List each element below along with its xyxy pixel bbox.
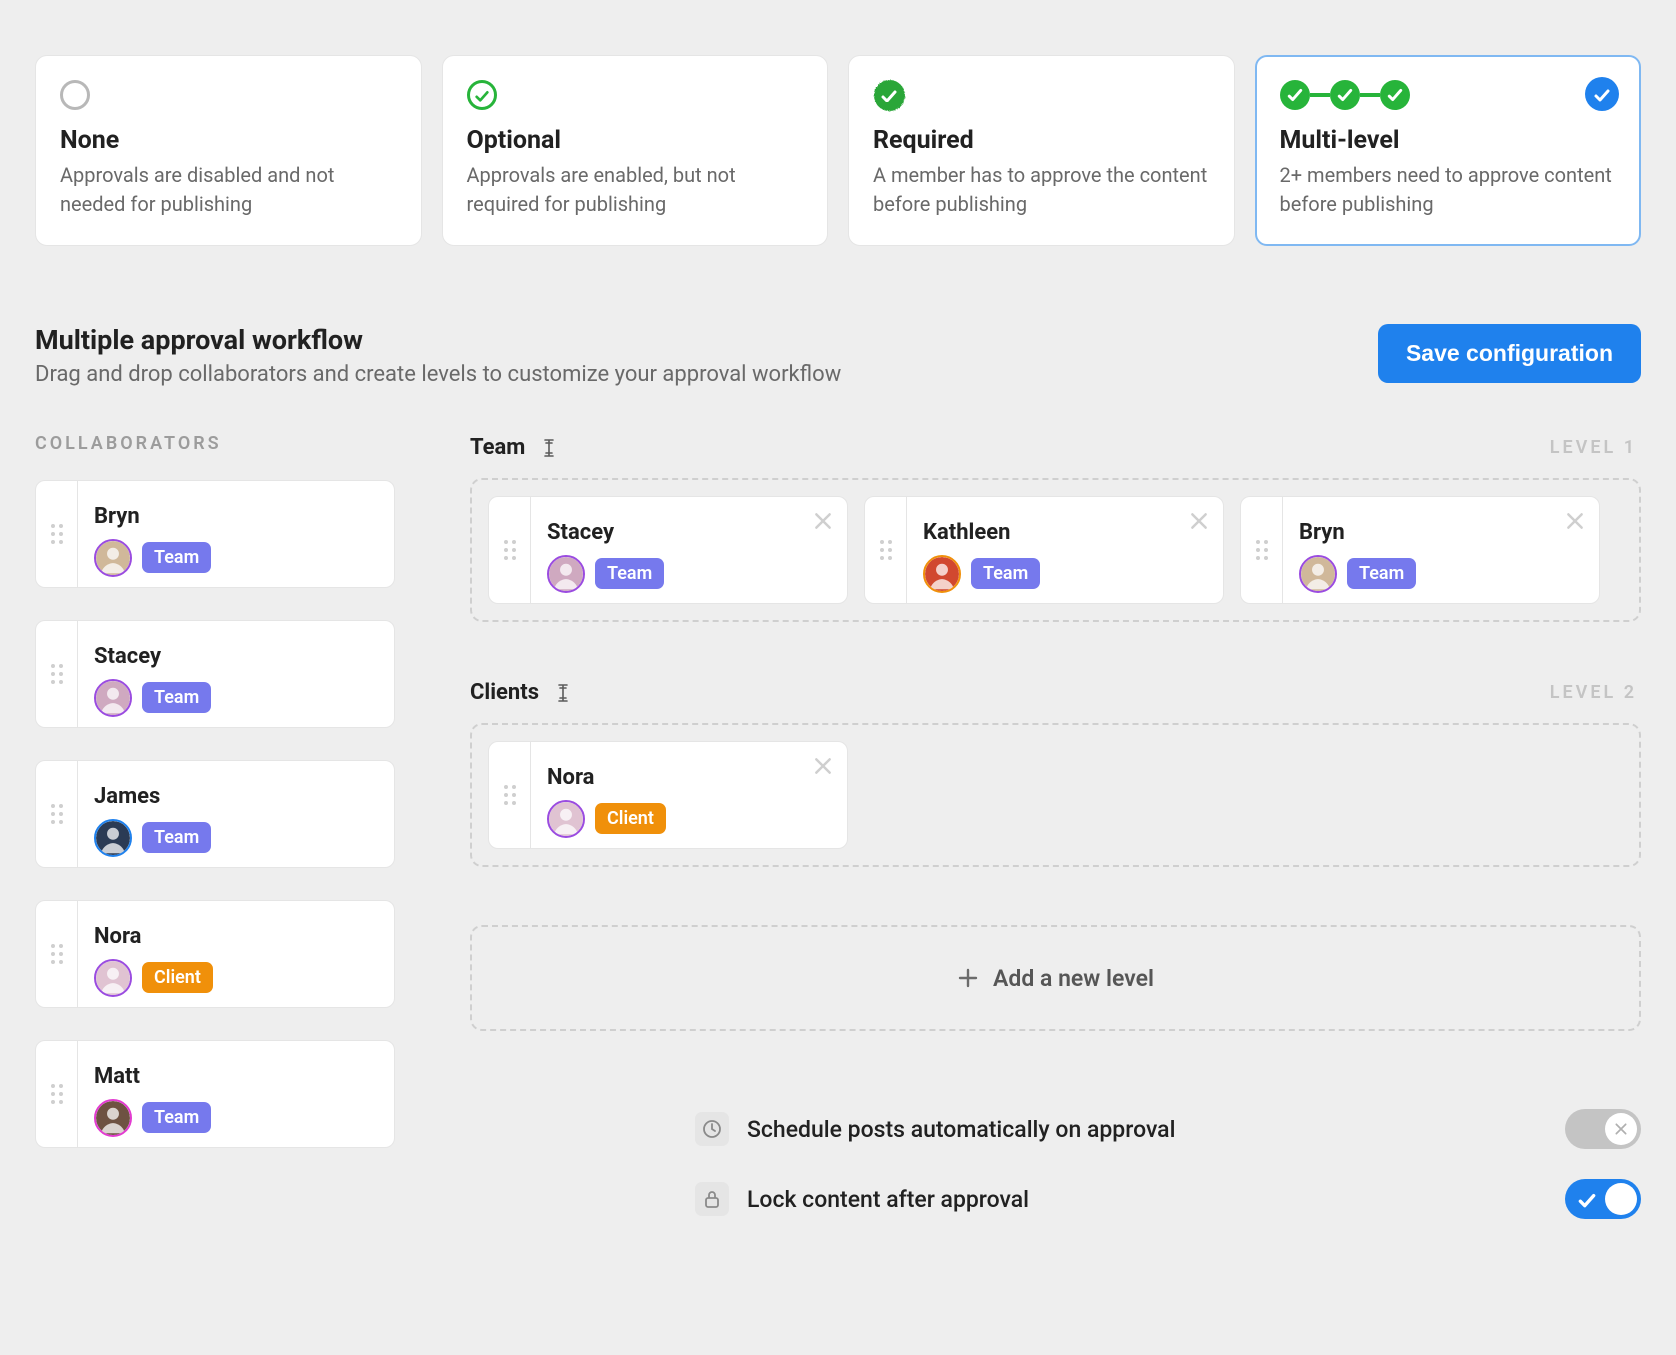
- drag-handle-icon[interactable]: [36, 761, 78, 867]
- role-badge: Team: [142, 682, 211, 713]
- option-desc: A member has to approve the content befo…: [873, 161, 1210, 219]
- level-name: Clients: [470, 680, 539, 705]
- role-badge: Team: [142, 822, 211, 853]
- drag-handle-icon[interactable]: [1241, 497, 1283, 603]
- role-badge: Team: [971, 558, 1040, 589]
- option-none[interactable]: None Approvals are disabled and not need…: [35, 55, 422, 246]
- option-title: Multi-level: [1280, 126, 1617, 155]
- person-card[interactable]: Stacey Team: [488, 496, 848, 604]
- check-circle-icon: [467, 80, 497, 110]
- drag-handle-icon[interactable]: [489, 497, 531, 603]
- section-title: Multiple approval workflow: [35, 324, 841, 356]
- person-card[interactable]: Bryn Team: [35, 480, 395, 588]
- level-header: Clients LEVEL 2: [470, 680, 1641, 705]
- role-badge: Client: [142, 962, 213, 993]
- option-title: None: [60, 126, 397, 155]
- level-name: Team: [470, 435, 525, 460]
- drag-handle-icon[interactable]: [36, 1041, 78, 1147]
- person-name: Nora: [94, 924, 378, 949]
- level-header: Team LEVEL 1: [470, 435, 1641, 460]
- option-desc: Approvals are disabled and not needed fo…: [60, 161, 397, 219]
- save-configuration-button[interactable]: Save configuration: [1378, 324, 1641, 383]
- drag-handle-icon[interactable]: [489, 742, 531, 848]
- level-tag: LEVEL 1: [1550, 437, 1637, 458]
- person-card[interactable]: Stacey Team: [35, 620, 395, 728]
- person-name: Matt: [94, 1064, 378, 1089]
- workflow-section-header: Multiple approval workflow Drag and drop…: [35, 324, 1641, 387]
- setting-label: Lock content after approval: [747, 1186, 1547, 1213]
- setting-label: Schedule posts automatically on approval: [747, 1116, 1547, 1143]
- role-badge: Team: [142, 542, 211, 573]
- remove-icon[interactable]: [813, 511, 833, 531]
- person-name: James: [94, 784, 378, 809]
- level-dropzone[interactable]: Nora Client: [470, 723, 1641, 867]
- selected-indicator-icon: [1585, 77, 1619, 111]
- add-level-button[interactable]: Add a new level: [470, 925, 1641, 1031]
- section-subtitle: Drag and drop collaborators and create l…: [35, 362, 841, 387]
- setting-row: Lock content after approval: [470, 1179, 1641, 1219]
- person-name: Bryn: [94, 504, 378, 529]
- person-name: Kathleen: [923, 520, 1207, 545]
- rename-icon[interactable]: [551, 681, 575, 705]
- none-icon: [60, 80, 90, 110]
- remove-icon[interactable]: [1189, 511, 1209, 531]
- person-name: Nora: [547, 765, 831, 790]
- drag-handle-icon[interactable]: [36, 481, 78, 587]
- collaborators-column: COLLABORATORS Bryn Team Stacey Team: [35, 433, 395, 1180]
- role-badge: Team: [1347, 558, 1416, 589]
- seal-check-icon: [873, 79, 905, 111]
- plus-icon: [957, 967, 979, 989]
- setting-row: Schedule posts automatically on approval: [470, 1109, 1641, 1149]
- rename-icon[interactable]: [537, 436, 561, 460]
- clock-icon: [695, 1112, 729, 1146]
- drag-handle-icon[interactable]: [36, 621, 78, 727]
- person-name: Stacey: [94, 644, 378, 669]
- remove-icon[interactable]: [813, 756, 833, 776]
- person-card[interactable]: Bryn Team: [1240, 496, 1600, 604]
- multi-chain-icon: [1280, 80, 1410, 110]
- setting-toggle[interactable]: [1565, 1179, 1641, 1219]
- option-title: Required: [873, 126, 1210, 155]
- setting-toggle[interactable]: [1565, 1109, 1641, 1149]
- role-badge: Team: [595, 558, 664, 589]
- option-optional[interactable]: Optional Approvals are enabled, but not …: [442, 55, 829, 246]
- approval-mode-options: None Approvals are disabled and not need…: [35, 55, 1641, 246]
- collaborators-heading: COLLABORATORS: [35, 433, 395, 454]
- option-required[interactable]: Required A member has to approve the con…: [848, 55, 1235, 246]
- role-badge: Client: [595, 803, 666, 834]
- levels-column: Team LEVEL 1 Stacey Team Kathleen: [470, 433, 1641, 1249]
- person-name: Stacey: [547, 520, 831, 545]
- option-multi-level[interactable]: Multi-level 2+ members need to approve c…: [1255, 55, 1642, 246]
- person-card[interactable]: Kathleen Team: [864, 496, 1224, 604]
- lock-icon: [695, 1182, 729, 1216]
- role-badge: Team: [142, 1102, 211, 1133]
- level-tag: LEVEL 2: [1550, 682, 1637, 703]
- remove-icon[interactable]: [1565, 511, 1585, 531]
- drag-handle-icon[interactable]: [865, 497, 907, 603]
- option-desc: 2+ members need to approve content befor…: [1280, 161, 1617, 219]
- option-desc: Approvals are enabled, but not required …: [467, 161, 804, 219]
- level-dropzone[interactable]: Stacey Team Kathleen Team: [470, 478, 1641, 622]
- option-title: Optional: [467, 126, 804, 155]
- person-card[interactable]: Nora Client: [488, 741, 848, 849]
- person-name: Bryn: [1299, 520, 1583, 545]
- person-card[interactable]: Nora Client: [35, 900, 395, 1008]
- drag-handle-icon[interactable]: [36, 901, 78, 1007]
- person-card[interactable]: Matt Team: [35, 1040, 395, 1148]
- person-card[interactable]: James Team: [35, 760, 395, 868]
- add-level-label: Add a new level: [993, 965, 1154, 992]
